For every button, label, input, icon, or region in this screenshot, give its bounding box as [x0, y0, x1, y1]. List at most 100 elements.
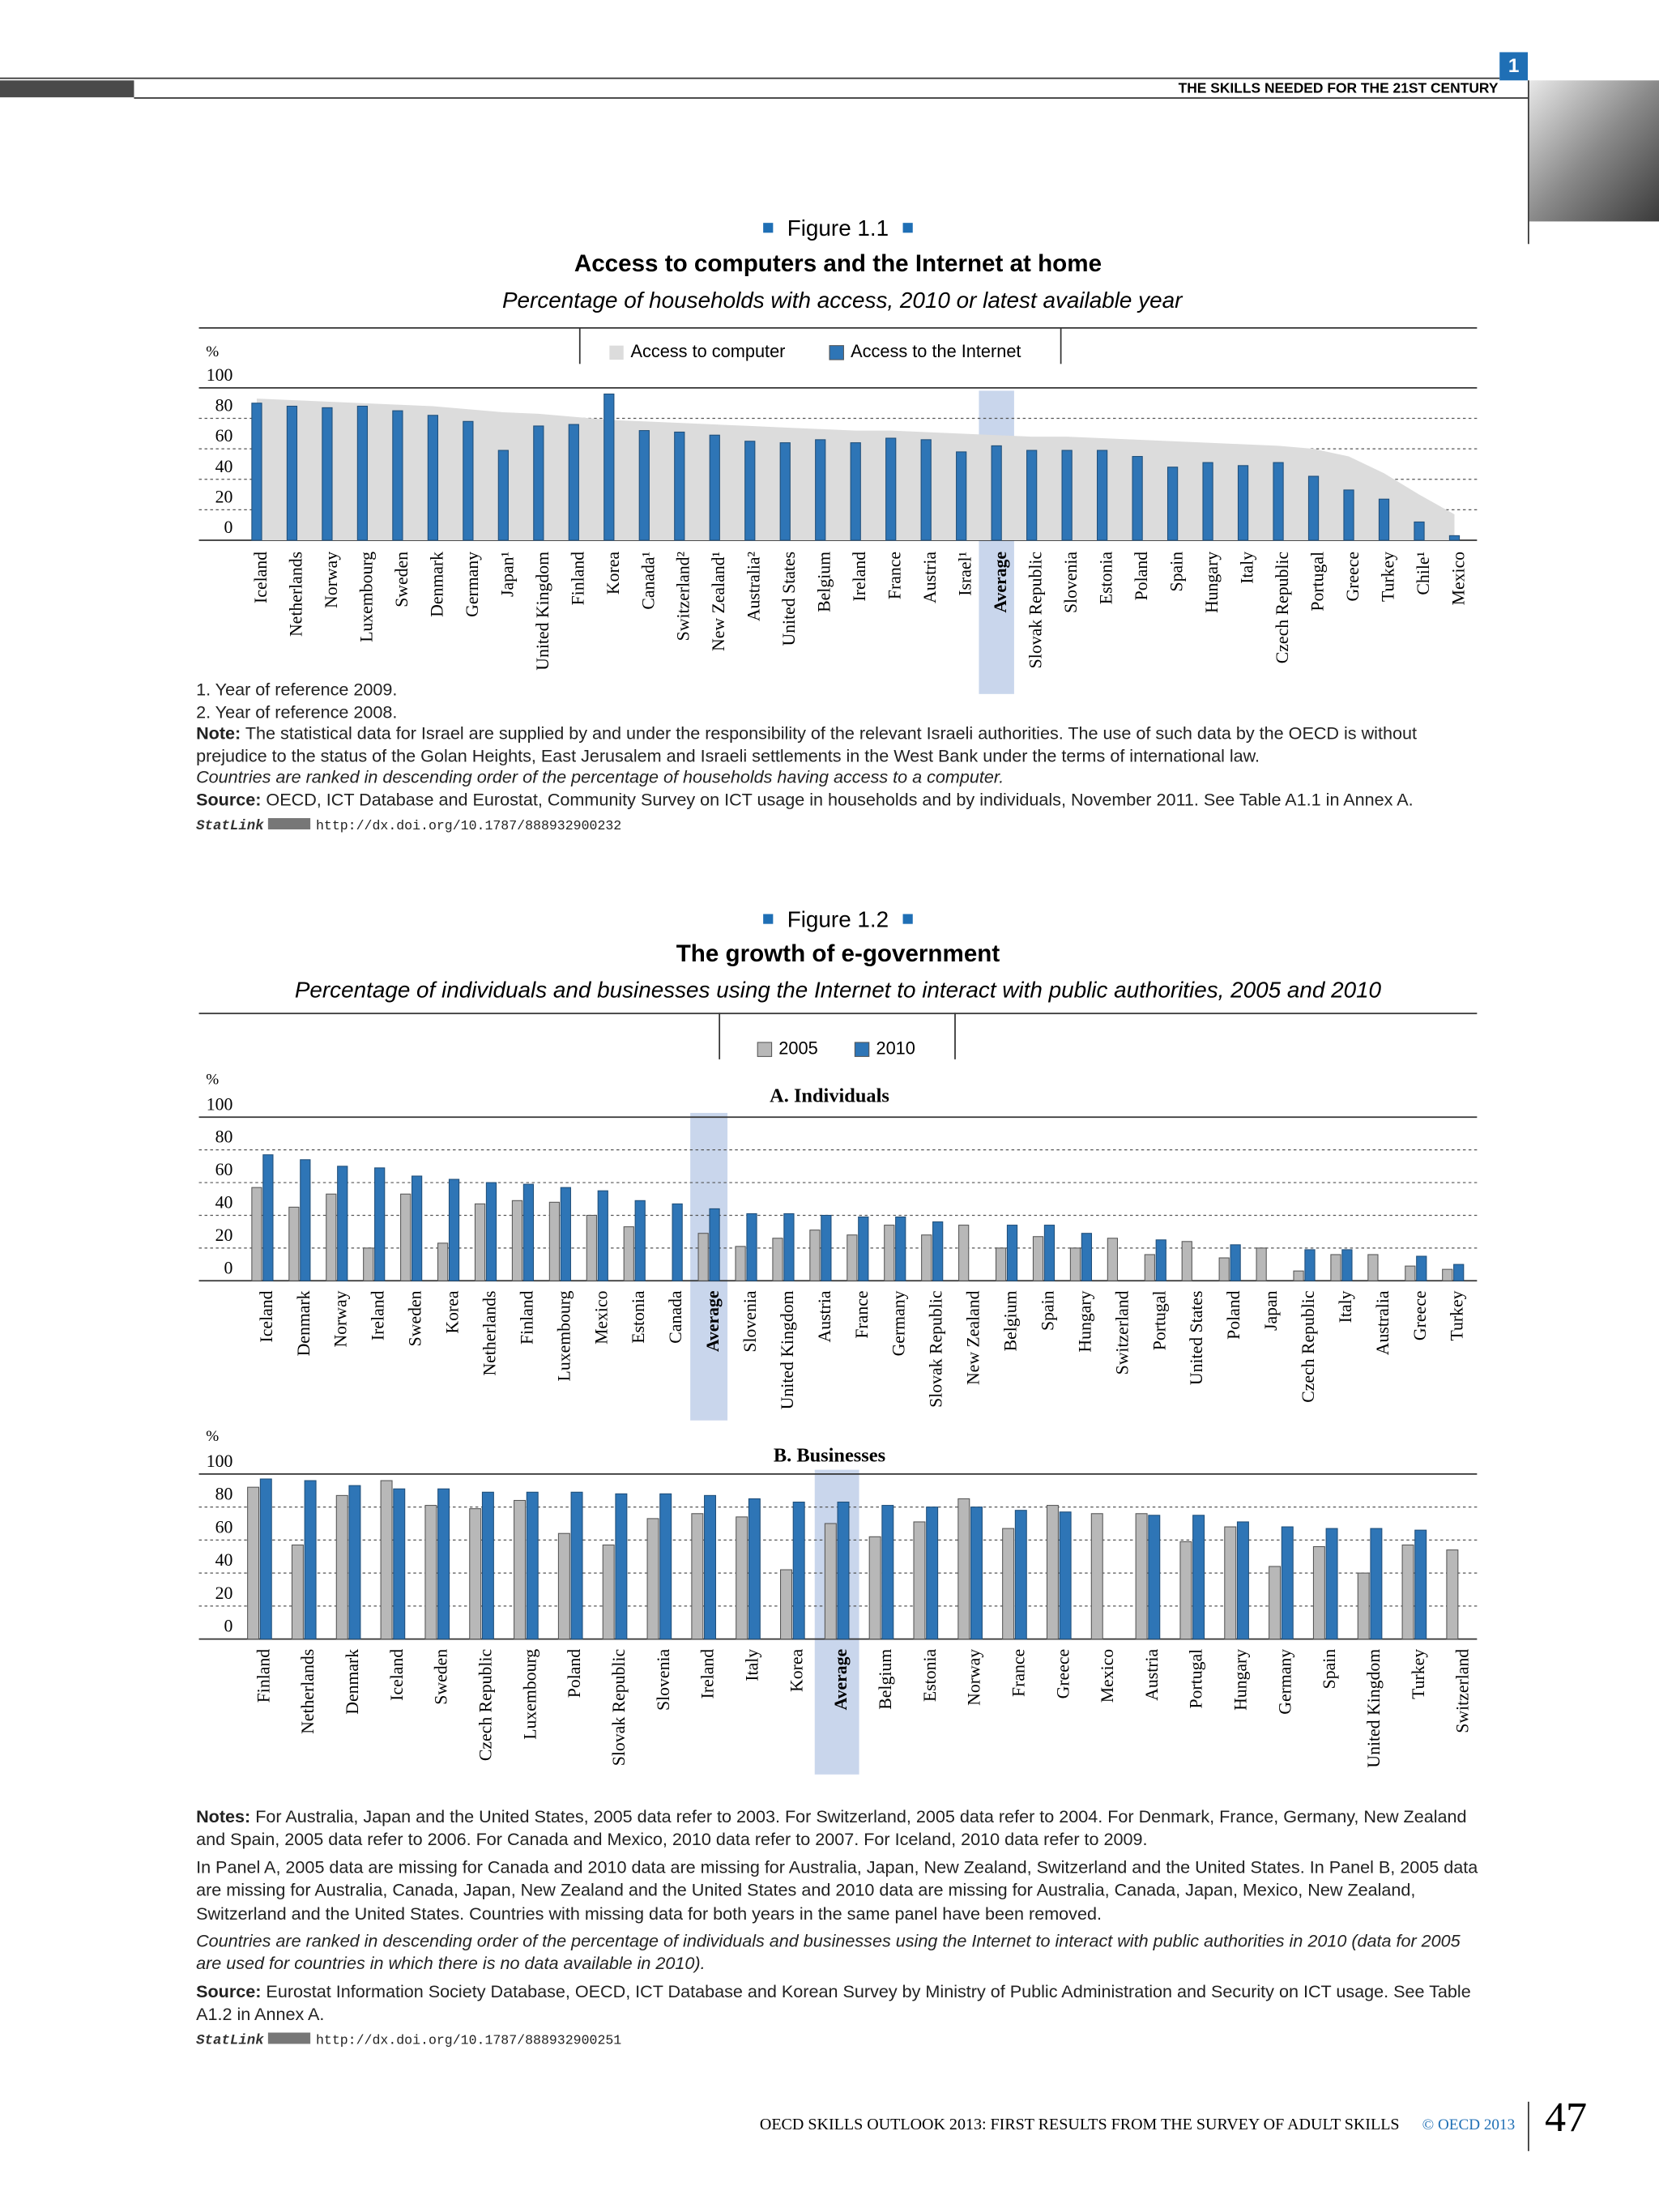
x-tick-label: Netherlands [286, 552, 305, 637]
x-tick-label: Czech Republic [1273, 552, 1292, 663]
bar [1144, 1254, 1155, 1281]
bar [474, 1203, 486, 1281]
y-tick-label: 100 [207, 1094, 233, 1114]
x-tick-label: Luxembourg [520, 1649, 539, 1740]
source-label: Source: [196, 790, 262, 810]
bar [1181, 1241, 1192, 1281]
bar [304, 1480, 317, 1640]
x-tick-label: United Kingdom [533, 552, 552, 671]
source: Source: Eurostat Information Society Dat… [196, 1980, 1482, 2027]
x-tick-label: Slovak Republic [609, 1649, 629, 1766]
statlink: StatLink http://dx.doi.org/10.1787/88893… [196, 813, 1482, 838]
y-tick-label: 80 [215, 396, 233, 416]
panel-title: A. Individuals [770, 1085, 889, 1106]
bar [1179, 1541, 1192, 1640]
x-tick-label: United States [779, 552, 799, 646]
bar [1230, 1244, 1241, 1281]
x-tick-label: Denmark [427, 552, 446, 617]
bar [709, 1208, 720, 1281]
x-tick-label: United Kingdom [778, 1290, 797, 1409]
x-tick-label: United States [1187, 1290, 1206, 1385]
figure-1-notes: 1. Year of reference 2009. 2. Year of re… [196, 680, 1482, 837]
x-tick-label: Iceland [251, 552, 271, 603]
y-tick-label: 40 [215, 1193, 233, 1213]
bar [411, 1175, 423, 1281]
statlink-url[interactable]: http://dx.doi.org/10.1787/888932900251 [315, 2031, 622, 2048]
x-tick-label: Sweden [432, 1649, 451, 1705]
bar [821, 1214, 832, 1281]
x-tick-label: Finland [254, 1649, 273, 1703]
x-tick-label: France [885, 552, 905, 599]
bar [1405, 1265, 1416, 1281]
bar [497, 450, 509, 541]
bar [427, 415, 439, 541]
bar [895, 1216, 906, 1281]
bar [1453, 1264, 1465, 1281]
figure-subtitle: Percentage of households with access, 20… [502, 288, 1183, 313]
bar [847, 1234, 858, 1281]
header-bar [0, 80, 134, 98]
x-tick-label: Average [991, 552, 1010, 613]
bar [1155, 1239, 1166, 1281]
x-tick-label: Hungary [1202, 552, 1222, 613]
bar [1378, 498, 1390, 541]
legend-label: 2005 [778, 1038, 817, 1058]
bar [659, 1493, 672, 1640]
bar [526, 1491, 539, 1640]
bar [932, 1221, 944, 1281]
bar [522, 1183, 535, 1281]
x-tick-label: Korea [603, 552, 623, 595]
bar [548, 1201, 561, 1281]
x-tick-label: Greece [1343, 552, 1363, 602]
bar [772, 1238, 783, 1281]
bar [783, 1213, 795, 1281]
bar [1448, 535, 1461, 541]
bar [1256, 1247, 1267, 1281]
x-tick-label: Italy [1336, 1290, 1355, 1323]
x-tick-label: Netherlands [298, 1649, 318, 1734]
statlink-icon [268, 818, 311, 830]
x-tick-label: Norway [322, 552, 341, 608]
bar [348, 1485, 361, 1640]
bar [251, 403, 262, 541]
x-tick-label: Netherlands [480, 1290, 499, 1375]
x-tick-label: Denmark [343, 1649, 362, 1715]
statlink-url[interactable]: http://dx.doi.org/10.1787/888932900232 [315, 817, 622, 833]
heading-square [763, 914, 774, 924]
bar [746, 1213, 757, 1281]
x-tick-label: Portugal [1187, 1649, 1206, 1709]
bar [674, 431, 685, 541]
x-tick-label: Greece [1053, 1649, 1073, 1699]
panel-title: B. Businesses [774, 1445, 885, 1467]
x-tick-label: Switzerland [1453, 1649, 1473, 1733]
y-tick-label: 20 [215, 1583, 233, 1603]
bar [634, 1200, 646, 1281]
bar [780, 1569, 792, 1640]
bar [1304, 1249, 1316, 1281]
bar [1307, 475, 1320, 541]
x-tick-label: Mexico [1448, 552, 1468, 606]
bar [691, 1513, 704, 1640]
figure-label: Figure 1.2 [787, 907, 889, 932]
running-title: THE SKILLS NEEDED FOR THE 21ST CENTURY [1179, 79, 1499, 96]
x-tick-label: Estonia [629, 1290, 648, 1344]
bar [1414, 521, 1425, 541]
x-tick-label: Canada¹ [638, 552, 658, 610]
bar [824, 1523, 837, 1640]
x-tick-label: Portugal [1149, 1290, 1169, 1350]
bar [400, 1193, 412, 1281]
bar [926, 1507, 939, 1640]
bar [958, 1225, 970, 1281]
bar [374, 1167, 386, 1281]
x-tick-label: Australia² [744, 551, 764, 621]
bar [913, 1521, 926, 1640]
bar [1370, 1528, 1383, 1640]
x-tick-label: Mexico [1098, 1649, 1117, 1703]
legend-swatch [609, 345, 624, 360]
bar [744, 441, 756, 541]
bar [1269, 1566, 1282, 1640]
header-photo [1529, 80, 1659, 222]
bar [259, 1478, 272, 1640]
notes: Notes: For Australia, Japan and the Unit… [196, 1805, 1482, 1852]
